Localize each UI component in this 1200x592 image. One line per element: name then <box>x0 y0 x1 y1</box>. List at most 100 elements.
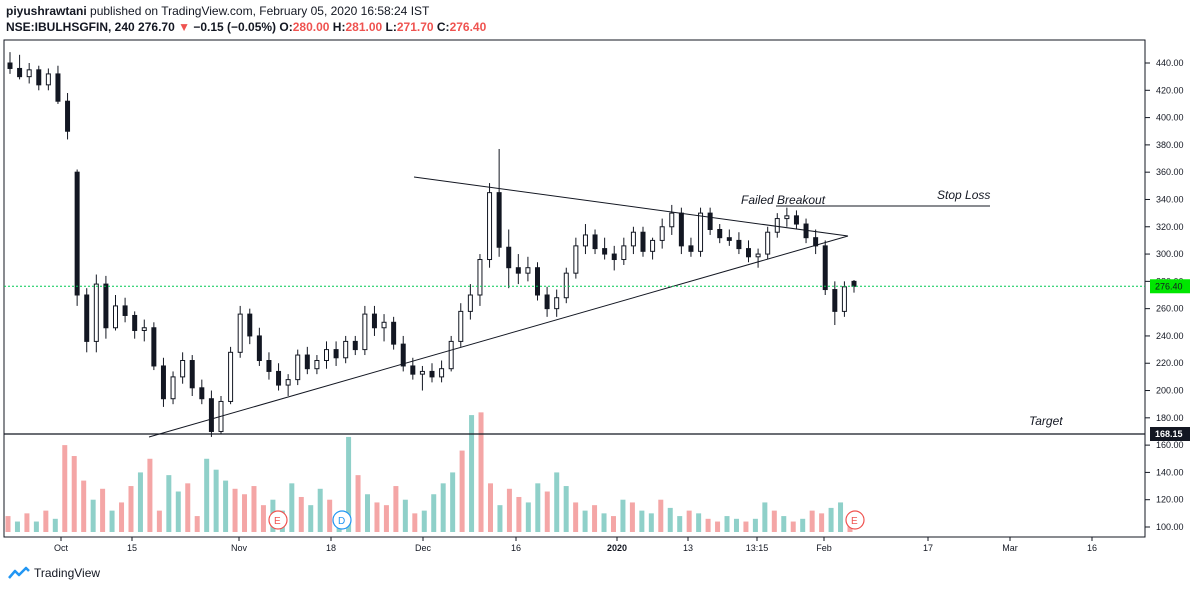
candle-down[interactable] <box>122 305 128 316</box>
candle-down[interactable] <box>544 294 550 310</box>
candle-up[interactable] <box>477 259 483 296</box>
candle-down[interactable] <box>592 234 598 250</box>
candle-up[interactable] <box>113 305 118 329</box>
candle-up[interactable] <box>698 212 704 252</box>
candle-down[interactable] <box>65 100 71 132</box>
candle-down[interactable] <box>247 313 253 337</box>
candle-up[interactable] <box>487 192 493 261</box>
candle-down[interactable] <box>602 248 608 255</box>
candle-down[interactable] <box>640 231 646 252</box>
candle-up[interactable] <box>458 310 464 342</box>
candle-up[interactable] <box>784 215 790 220</box>
candle-up[interactable] <box>765 231 771 255</box>
candle-up[interactable] <box>314 360 320 370</box>
candle-up[interactable] <box>573 245 579 274</box>
dividend-marker[interactable] <box>332 510 352 530</box>
candle-up[interactable] <box>563 272 569 299</box>
candle-up[interactable] <box>525 267 531 274</box>
earnings-marker-1[interactable] <box>268 510 288 530</box>
candle-down[interactable] <box>726 237 732 241</box>
candle-up[interactable] <box>324 349 329 362</box>
candle-down[interactable] <box>832 289 838 312</box>
candle-up[interactable] <box>228 351 234 402</box>
candle-up[interactable] <box>237 313 243 353</box>
candle-up[interactable] <box>755 253 761 258</box>
candle-down[interactable] <box>496 192 502 248</box>
candle-down[interactable] <box>256 335 262 362</box>
candle-up[interactable] <box>650 239 656 252</box>
candle-up[interactable] <box>381 321 387 329</box>
candle-up[interactable] <box>170 376 176 400</box>
candle-down[interactable] <box>36 69 42 86</box>
candle-down[interactable] <box>160 365 166 400</box>
candle-up[interactable] <box>582 234 588 247</box>
stop-loss-label[interactable]: Stop Loss <box>937 188 990 202</box>
price-axis[interactable]: 440.00 420.00 400.00 380.00 360.00 340.00 320.… <box>1145 58 1184 532</box>
candle-up[interactable] <box>659 226 665 241</box>
candle-down[interactable] <box>678 212 684 247</box>
candle-down[interactable] <box>352 340 358 351</box>
rising-trendline[interactable] <box>148 235 849 438</box>
candle-down[interactable] <box>746 248 751 258</box>
candle-down[interactable] <box>132 314 138 331</box>
candle-down[interactable] <box>208 398 214 432</box>
candle-up[interactable] <box>180 360 186 378</box>
candle-up[interactable] <box>554 297 560 310</box>
candle-down[interactable] <box>266 360 272 372</box>
candle-up[interactable] <box>841 286 847 312</box>
candle-up[interactable] <box>419 370 425 375</box>
candle-down[interactable] <box>199 387 205 400</box>
candle-up[interactable] <box>448 340 454 370</box>
candle-down[interactable] <box>515 267 521 274</box>
price-chart[interactable]: Failed Breakout Stop Loss Target 440.004… <box>0 0 1200 562</box>
candle-down[interactable] <box>688 245 694 252</box>
candle-down[interactable] <box>333 349 339 359</box>
candle-up[interactable] <box>285 379 291 386</box>
candle-up[interactable] <box>774 218 780 233</box>
candle-up[interactable] <box>45 73 51 86</box>
candle-down[interactable] <box>813 237 819 247</box>
candle-up[interactable] <box>26 69 32 78</box>
earnings-marker-2[interactable] <box>845 510 865 530</box>
candle-up[interactable] <box>467 294 473 312</box>
candle-down[interactable] <box>84 294 90 342</box>
candle-down[interactable] <box>7 62 13 69</box>
candle-down[interactable] <box>304 354 310 370</box>
candle-down[interactable] <box>371 313 377 329</box>
candle-down[interactable] <box>103 283 109 329</box>
failed-breakout-label[interactable]: Failed Breakout <box>741 193 826 207</box>
tradingview-logo[interactable]: TradingView <box>8 566 100 580</box>
symbol-label[interactable]: NSE:IBULHSGFIN, 240 <box>6 20 135 34</box>
candle-up[interactable] <box>295 354 301 381</box>
target-label[interactable]: Target <box>1029 414 1063 428</box>
author-name[interactable]: piyushrawtani <box>6 4 87 18</box>
candle-down[interactable] <box>74 171 80 296</box>
candle-up[interactable] <box>343 340 349 359</box>
candle-down[interactable] <box>55 73 61 102</box>
candle-down[interactable] <box>391 321 397 345</box>
candle-down[interactable] <box>822 245 828 291</box>
candle-down[interactable] <box>707 212 713 230</box>
candle-up[interactable] <box>669 212 675 228</box>
candle-down[interactable] <box>736 239 742 250</box>
candle-down[interactable] <box>189 360 195 389</box>
candle-down[interactable] <box>793 215 799 225</box>
candle-up[interactable] <box>439 368 445 378</box>
candle-down[interactable] <box>506 246 512 269</box>
candle-down[interactable] <box>276 370 282 386</box>
candle-down[interactable] <box>400 343 406 367</box>
candle-up[interactable] <box>630 231 636 247</box>
chart-pane[interactable] <box>3 39 1146 538</box>
candle-down[interactable] <box>429 370 435 378</box>
candle-up[interactable] <box>93 283 99 342</box>
candle-down[interactable] <box>410 365 416 375</box>
candle-down[interactable] <box>717 228 723 239</box>
candle-down[interactable] <box>535 267 540 296</box>
candle-up[interactable] <box>621 245 627 261</box>
candle-down[interactable] <box>851 280 857 287</box>
candle-down[interactable] <box>611 253 617 261</box>
candle-up[interactable] <box>362 313 368 351</box>
falling-trendline[interactable] <box>413 176 849 237</box>
candle-down[interactable] <box>17 67 23 78</box>
time-axis[interactable]: Oct 15 Nov 18 Dec 16 2020 13 13:15 Feb 17 Mar 16 <box>54 537 1097 553</box>
